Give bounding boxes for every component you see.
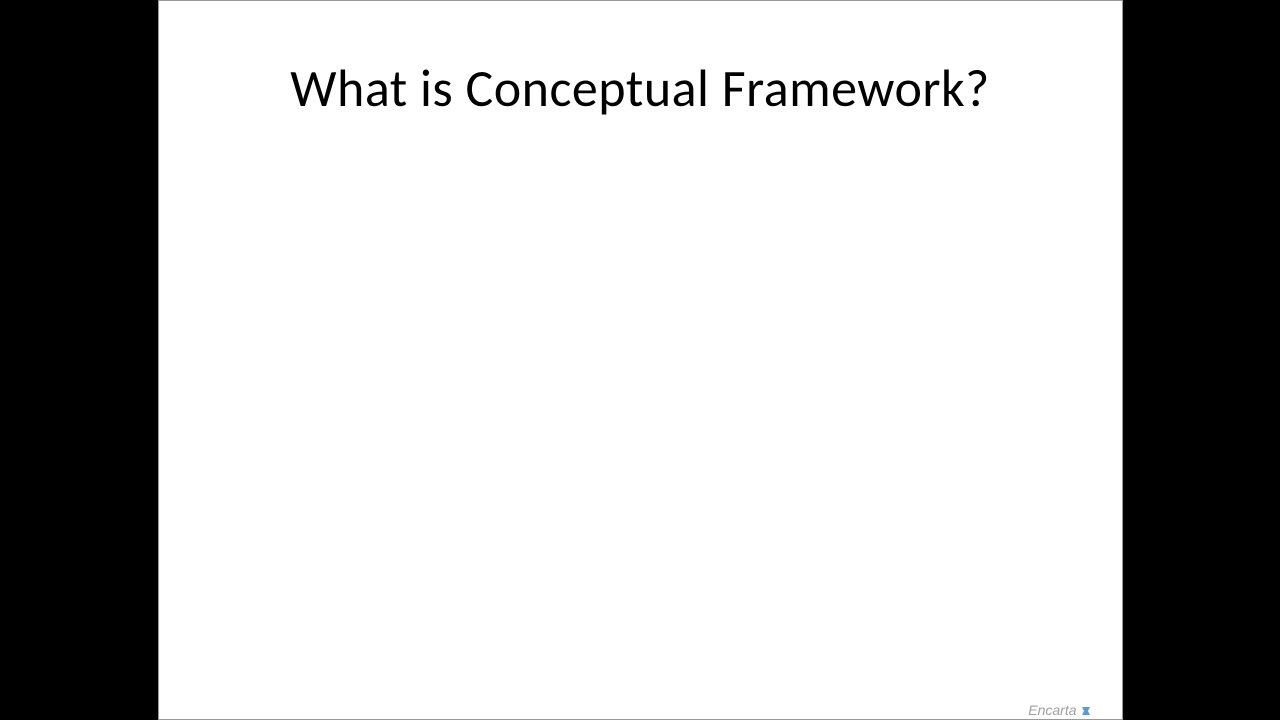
presentation-slide: What is Conceptual Framework? Encarta xyxy=(158,0,1123,720)
encarta-icon xyxy=(1080,704,1092,716)
slide-title: What is Conceptual Framework? xyxy=(159,56,1122,120)
footer-brand: Encarta xyxy=(1028,702,1091,718)
brand-text: Encarta xyxy=(1028,702,1076,718)
